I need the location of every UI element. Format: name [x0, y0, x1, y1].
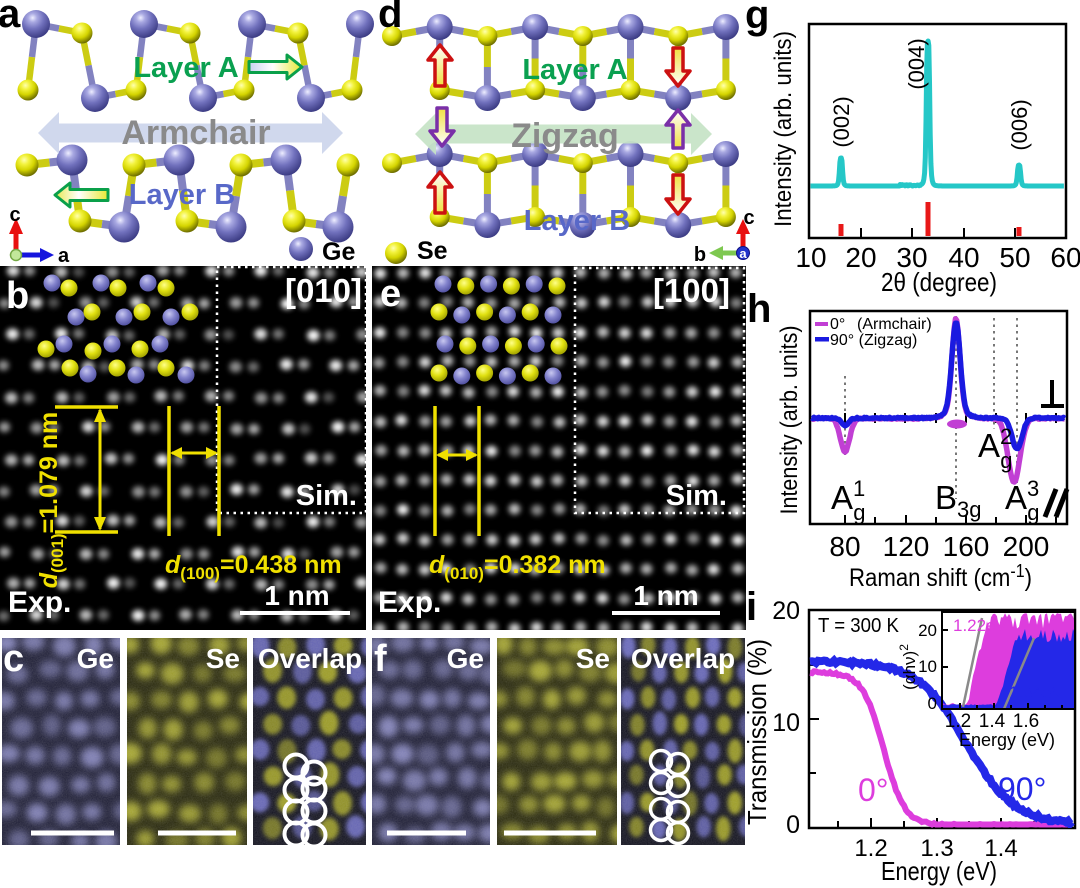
- svg-text:c: c: [743, 207, 754, 229]
- svg-text:1.2: 1.2: [945, 711, 971, 732]
- svg-text:30: 30: [896, 242, 927, 273]
- svg-text:[010]: [010]: [285, 272, 362, 309]
- svg-text:40: 40: [948, 242, 979, 273]
- svg-text:b: b: [694, 244, 706, 266]
- svg-text:Ge: Ge: [447, 643, 484, 674]
- svg-text:200: 200: [1003, 531, 1050, 562]
- svg-text:Se: Se: [206, 643, 240, 674]
- svg-text:120: 120: [883, 531, 930, 562]
- svg-text:Sim.: Sim.: [666, 480, 727, 512]
- svg-text:Armchair: Armchair: [121, 114, 270, 152]
- svg-text:20: 20: [772, 597, 800, 625]
- svg-text:Se: Se: [417, 237, 448, 265]
- svg-text:20: 20: [845, 242, 876, 273]
- svg-text:g: g: [745, 0, 769, 37]
- svg-text:a: a: [58, 245, 70, 267]
- svg-text:50: 50: [999, 242, 1030, 273]
- svg-text:(αhν)2: (αhν)2: [897, 644, 919, 690]
- svg-text:Raman shift (cm-1): Raman shift (cm-1): [849, 561, 1032, 592]
- svg-text:a: a: [739, 246, 747, 261]
- svg-text:e: e: [380, 273, 401, 315]
- svg-text:1.3: 1.3: [920, 835, 953, 862]
- svg-text:Ge: Ge: [322, 238, 355, 266]
- svg-text:1.4: 1.4: [979, 711, 1006, 732]
- svg-text:f: f: [374, 638, 387, 680]
- svg-text:b: b: [6, 275, 29, 317]
- svg-text:0°: 0°: [830, 316, 845, 333]
- svg-text:h: h: [747, 287, 771, 331]
- svg-text:d(100)=0.438 nm: d(100)=0.438 nm: [165, 551, 342, 583]
- svg-text:Se: Se: [576, 643, 610, 674]
- svg-text:Intensity (arb. units): Intensity (arb. units): [770, 31, 797, 227]
- svg-text:Energy (eV): Energy (eV): [881, 856, 997, 886]
- svg-text:Exp.: Exp.: [378, 586, 441, 619]
- svg-text:T = 300 K: T = 300 K: [818, 615, 900, 637]
- svg-text:160: 160: [943, 531, 990, 562]
- svg-text:c: c: [9, 204, 20, 226]
- svg-text:Exp.: Exp.: [8, 586, 71, 619]
- svg-text:(006): (006): [1007, 99, 1032, 150]
- svg-text:Overlap: Overlap: [631, 643, 735, 674]
- svg-text:Layer A: Layer A: [522, 54, 627, 86]
- svg-text:Transmission (%): Transmission (%): [742, 639, 772, 825]
- svg-text:10: 10: [918, 657, 937, 676]
- svg-text:Zigzag: Zigzag: [511, 117, 619, 155]
- svg-text:1.6: 1.6: [1013, 711, 1039, 732]
- svg-text:1.34eV: 1.34eV: [1009, 683, 1064, 702]
- svg-text:1 nm: 1 nm: [633, 580, 698, 611]
- svg-text:90°: 90°: [998, 771, 1046, 807]
- svg-text:10: 10: [795, 242, 826, 273]
- svg-text:c: c: [3, 638, 24, 680]
- svg-text:Layer B: Layer B: [129, 179, 235, 211]
- svg-text:(004): (004): [904, 38, 929, 89]
- svg-text:1.22eV: 1.22eV: [953, 616, 1008, 635]
- svg-text:1.4: 1.4: [984, 835, 1017, 862]
- svg-text:2θ (degree): 2θ (degree): [881, 267, 997, 297]
- svg-text:d(001)=1.079 nm: d(001)=1.079 nm: [35, 412, 67, 589]
- svg-text:0: 0: [928, 694, 937, 713]
- svg-text:0°: 0°: [858, 772, 889, 808]
- svg-text:90° (Zigzag): 90° (Zigzag): [830, 332, 917, 349]
- svg-text:Sim.: Sim.: [296, 480, 357, 512]
- svg-text:0: 0: [786, 811, 800, 839]
- svg-text:1.2: 1.2: [854, 835, 887, 862]
- svg-text:60: 60: [1050, 242, 1080, 273]
- svg-text:Intensity (arb. units): Intensity (arb. units): [776, 326, 803, 515]
- svg-text:Layer B: Layer B: [524, 205, 630, 237]
- svg-text:Overlap: Overlap: [258, 643, 362, 674]
- svg-text:i: i: [746, 585, 757, 629]
- svg-text:(002): (002): [829, 96, 854, 147]
- svg-text:d: d: [378, 0, 402, 36]
- svg-text:(Armchair): (Armchair): [857, 316, 932, 333]
- svg-text:a: a: [0, 0, 21, 36]
- svg-text:10: 10: [772, 709, 800, 737]
- svg-text:1 nm: 1 nm: [264, 580, 329, 611]
- svg-text:20: 20: [918, 621, 937, 640]
- svg-text:Layer A: Layer A: [133, 52, 238, 84]
- svg-text:Ge: Ge: [77, 643, 114, 674]
- svg-text:d(010)=0.382 nm: d(010)=0.382 nm: [429, 551, 606, 583]
- svg-text:[100]: [100]: [653, 272, 730, 309]
- svg-text:Energy (eV): Energy (eV): [959, 730, 1055, 750]
- svg-text:80: 80: [829, 531, 860, 562]
